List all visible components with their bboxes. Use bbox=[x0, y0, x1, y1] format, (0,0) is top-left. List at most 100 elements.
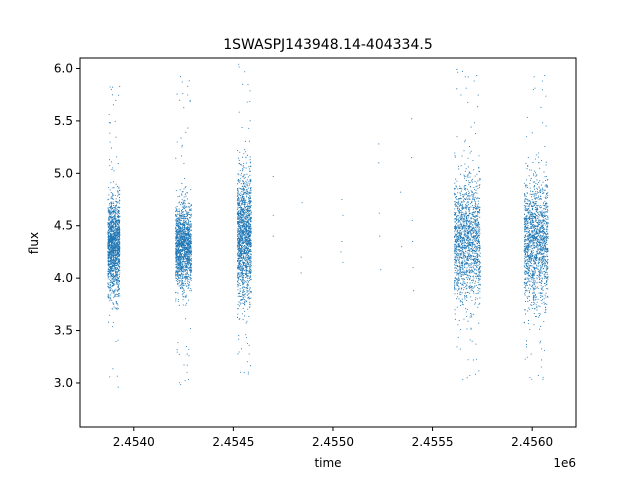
data-point-2973 bbox=[188, 254, 191, 256]
data-point-2708 bbox=[188, 243, 190, 245]
data-point-4203 bbox=[241, 260, 243, 262]
data-point-936 bbox=[111, 266, 113, 268]
data-point-4145 bbox=[238, 267, 240, 269]
data-point-235 bbox=[112, 321, 114, 323]
data-point-2711 bbox=[182, 256, 185, 258]
data-point-2916 bbox=[190, 230, 192, 232]
data-point-4489 bbox=[237, 246, 239, 248]
data-point-2828 bbox=[180, 257, 182, 259]
data-point-1128 bbox=[119, 269, 121, 271]
data-point-2790 bbox=[188, 241, 190, 243]
data-point-3388 bbox=[243, 174, 245, 176]
data-point-4117 bbox=[238, 203, 240, 205]
data-point-1022 bbox=[110, 221, 112, 223]
data-point-651 bbox=[117, 163, 119, 165]
data-point-2745 bbox=[186, 251, 188, 253]
data-point-3636 bbox=[247, 297, 249, 299]
data-point-3809 bbox=[242, 192, 244, 194]
data-point-1438 bbox=[113, 276, 115, 278]
data-point-4965 bbox=[467, 195, 469, 197]
data-point-4086 bbox=[248, 244, 250, 246]
data-point-4115 bbox=[249, 90, 251, 92]
data-point-1055 bbox=[109, 269, 111, 271]
data-point-32 bbox=[113, 227, 115, 229]
data-point-1484 bbox=[113, 292, 115, 294]
data-point-4417 bbox=[242, 180, 244, 182]
data-point-4612 bbox=[473, 192, 475, 194]
data-point-4797 bbox=[473, 277, 475, 279]
data-point-4963 bbox=[457, 269, 459, 271]
data-point-2837 bbox=[183, 364, 185, 366]
data-point-2079 bbox=[188, 80, 190, 82]
data-point-1933 bbox=[177, 213, 179, 215]
data-point-4413 bbox=[238, 215, 240, 217]
data-point-3681 bbox=[244, 262, 246, 264]
data-point-3313 bbox=[237, 206, 239, 208]
data-point-3262 bbox=[239, 288, 241, 290]
data-point-2879 bbox=[176, 249, 178, 251]
data-point-2866 bbox=[181, 144, 183, 146]
data-point-2387 bbox=[187, 227, 189, 229]
data-point-2774 bbox=[182, 227, 184, 229]
data-point-2957 bbox=[188, 251, 190, 253]
data-point-2030 bbox=[189, 231, 191, 233]
data-point-4777 bbox=[461, 223, 463, 225]
data-point-2963 bbox=[183, 232, 185, 234]
data-point-2051 bbox=[178, 280, 180, 282]
data-point-2657 bbox=[179, 226, 181, 228]
data-point-4452 bbox=[239, 279, 242, 281]
data-point-2762 bbox=[185, 258, 187, 260]
data-point-1353 bbox=[113, 260, 115, 262]
data-point-1237 bbox=[108, 263, 110, 265]
data-point-4558 bbox=[454, 255, 456, 257]
data-point-3572 bbox=[243, 210, 245, 212]
data-point-3743 bbox=[247, 371, 249, 373]
data-points-layer bbox=[107, 63, 549, 388]
data-point-1080 bbox=[114, 248, 116, 250]
data-point-2631 bbox=[175, 228, 177, 230]
data-point-4335 bbox=[244, 247, 246, 249]
data-point-502 bbox=[114, 277, 116, 279]
data-point-4902 bbox=[469, 253, 471, 255]
data-point-231 bbox=[112, 224, 114, 226]
data-point-3724 bbox=[245, 243, 247, 245]
data-point-4234 bbox=[249, 246, 251, 248]
data-point-1132 bbox=[118, 245, 120, 247]
data-point-2443 bbox=[182, 234, 184, 236]
data-point-2835 bbox=[182, 277, 184, 279]
data-point-4680 bbox=[464, 76, 466, 78]
data-point-2141 bbox=[178, 227, 180, 229]
data-point-1064 bbox=[109, 230, 111, 233]
data-point-3630 bbox=[237, 280, 239, 282]
data-point-4193 bbox=[246, 270, 248, 272]
data-point-3986 bbox=[238, 259, 240, 261]
data-point-3544 bbox=[238, 335, 240, 337]
data-point-1041 bbox=[116, 235, 119, 237]
data-point-2962 bbox=[190, 189, 192, 191]
data-point-2894 bbox=[175, 259, 177, 262]
data-point-4665 bbox=[474, 204, 476, 206]
data-point-1161 bbox=[108, 234, 110, 236]
data-point-4274 bbox=[240, 195, 242, 197]
data-point-1486 bbox=[108, 122, 110, 124]
data-point-4555 bbox=[464, 295, 466, 297]
data-point-792 bbox=[117, 280, 119, 282]
data-point-708 bbox=[114, 291, 116, 293]
data-point-4380 bbox=[239, 226, 241, 228]
data-point-4645 bbox=[473, 80, 475, 82]
data-point-1496 bbox=[111, 234, 113, 236]
data-point-3997 bbox=[243, 219, 245, 221]
data-point-1190 bbox=[111, 249, 113, 251]
data-point-4836 bbox=[465, 256, 467, 258]
data-point-1156 bbox=[118, 235, 120, 237]
data-point-1848 bbox=[181, 269, 183, 272]
data-point-3598 bbox=[245, 211, 247, 213]
data-point-3546 bbox=[240, 198, 242, 200]
data-point-4297 bbox=[241, 156, 244, 158]
data-point-4864 bbox=[468, 252, 470, 254]
data-point-4694 bbox=[474, 202, 477, 204]
data-point-306 bbox=[109, 141, 111, 143]
data-point-2684 bbox=[182, 218, 185, 220]
data-point-246 bbox=[112, 198, 114, 200]
data-point-4357 bbox=[239, 241, 242, 243]
